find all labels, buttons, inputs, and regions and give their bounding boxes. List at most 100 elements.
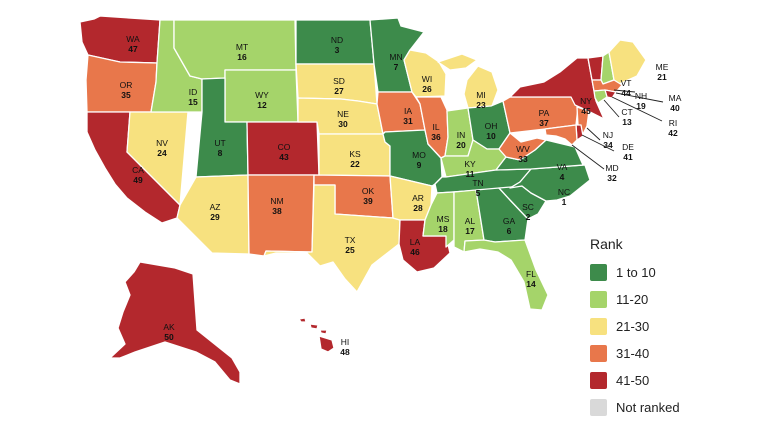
state-rank-label: 31: [403, 116, 413, 126]
state-rank-label: 26: [422, 84, 432, 94]
legend-item: 1 to 10: [590, 261, 760, 284]
state-abbr-label: SC: [522, 202, 534, 212]
state-rank-label: 24: [157, 148, 167, 158]
state-rank-label: 35: [121, 90, 131, 100]
state-rank-label: 4: [560, 172, 565, 182]
state-abbr-label: HI: [341, 337, 350, 347]
state-mi: [437, 53, 499, 109]
label-leader-line: [613, 89, 636, 93]
state-rank-label: 25: [345, 245, 355, 255]
state-rank-label: 28: [413, 203, 423, 213]
state-abbr-label: CA: [132, 165, 144, 175]
state-wv: [498, 132, 547, 161]
state-wi: [403, 49, 447, 98]
state-abbr-label: NH: [635, 91, 647, 101]
state-abbr-label: NV: [156, 138, 168, 148]
legend-label: 31-40: [616, 346, 650, 361]
state-abbr-label: OH: [485, 121, 498, 131]
state-rank-label: 34: [603, 140, 613, 150]
state-hi: [298, 317, 335, 353]
state-rank-label: 19: [636, 101, 646, 111]
state-abbr-label: KS: [349, 149, 361, 159]
state-rank-label: 10: [486, 131, 496, 141]
state-abbr-label: CT: [621, 107, 632, 117]
state-abbr-label: VA: [557, 162, 568, 172]
state-abbr-label: WY: [255, 90, 269, 100]
state-rank-label: 50: [164, 332, 174, 342]
state-abbr-label: IA: [404, 106, 412, 116]
state-rank-label: 14: [526, 279, 536, 289]
state-abbr-label: MI: [476, 90, 485, 100]
state-abbr-label: CO: [278, 142, 291, 152]
state-ak: [109, 261, 241, 385]
label-leader-line: [586, 127, 601, 141]
state-rank-label: 38: [272, 206, 282, 216]
state-abbr-label: NE: [337, 109, 349, 119]
state-rank-label: 48: [340, 347, 350, 357]
state-abbr-label: ID: [189, 87, 198, 97]
state-rank-label: 15: [188, 97, 198, 107]
state-abbr-label: IL: [432, 122, 439, 132]
state-abbr-label: NJ: [603, 130, 613, 140]
state-abbr-label: WA: [126, 34, 140, 44]
state-rank-label: 9: [417, 160, 422, 170]
state-abbr-label: NM: [270, 196, 283, 206]
legend-swatch: [590, 399, 607, 416]
state-abbr-label: MA: [669, 93, 682, 103]
state-rank-label: 43: [279, 152, 289, 162]
state-tx: [263, 184, 401, 293]
state-abbr-label: NC: [558, 187, 570, 197]
legend-item: 41-50: [590, 369, 760, 392]
state-rank-label: 1: [562, 197, 567, 207]
legend-item: 31-40: [590, 342, 760, 365]
state-abbr-label: TN: [472, 178, 483, 188]
state-rank-label: 11: [466, 169, 475, 179]
state-rank-label: 22: [350, 159, 360, 169]
state-rank-label: 36: [431, 132, 441, 142]
state-abbr-label: IN: [457, 130, 466, 140]
state-rank-label: 41: [623, 152, 633, 162]
state-abbr-label: WV: [516, 144, 530, 154]
state-abbr-label: PA: [539, 108, 550, 118]
state-rank-label: 44: [621, 88, 631, 98]
label-leader-line: [603, 99, 620, 118]
legend-label: 21-30: [616, 319, 650, 334]
state-abbr-label: MT: [236, 42, 248, 52]
legend-label: 11-20: [616, 292, 649, 307]
state-rank-label: 20: [456, 140, 466, 150]
state-abbr-label: RI: [669, 118, 678, 128]
state-abbr-label: GA: [503, 216, 516, 226]
state-rank-label: 6: [507, 226, 512, 236]
legend-swatch: [590, 318, 607, 335]
state-abbr-label: KY: [464, 159, 476, 169]
state-abbr-label: AR: [412, 193, 424, 203]
state-rank-label: 39: [363, 196, 373, 206]
state-abbr-label: NY: [580, 96, 592, 106]
state-rank-label: 45: [581, 106, 591, 116]
state-abbr-label: FL: [526, 269, 536, 279]
state-abbr-label: VT: [621, 78, 632, 88]
state-rank-label: 3: [335, 45, 340, 55]
state-abbr-label: AL: [465, 216, 476, 226]
state-rank-label: 33: [518, 154, 528, 164]
state-rank-label: 42: [668, 128, 678, 138]
state-rank-label: 23: [476, 100, 486, 110]
legend-item: 21-30: [590, 315, 760, 338]
state-rank-label: 13: [622, 117, 632, 127]
state-rank-label: 8: [218, 148, 223, 158]
legend-label: 1 to 10: [616, 265, 656, 280]
label-leader-line: [611, 96, 663, 122]
state-rank-label: 2: [526, 212, 531, 222]
state-rank-label: 16: [237, 52, 247, 62]
state-abbr-label: DE: [622, 142, 634, 152]
state-rank-label: 49: [133, 175, 143, 185]
state-rank-label: 40: [670, 103, 680, 113]
state-abbr-label: AK: [163, 322, 175, 332]
state-rank-label: 18: [438, 224, 448, 234]
legend-title: Rank: [590, 236, 623, 252]
label-leader-line: [615, 92, 664, 103]
state-abbr-label: ND: [331, 35, 343, 45]
legend-swatch: [590, 291, 607, 308]
state-abbr-label: MS: [437, 214, 450, 224]
